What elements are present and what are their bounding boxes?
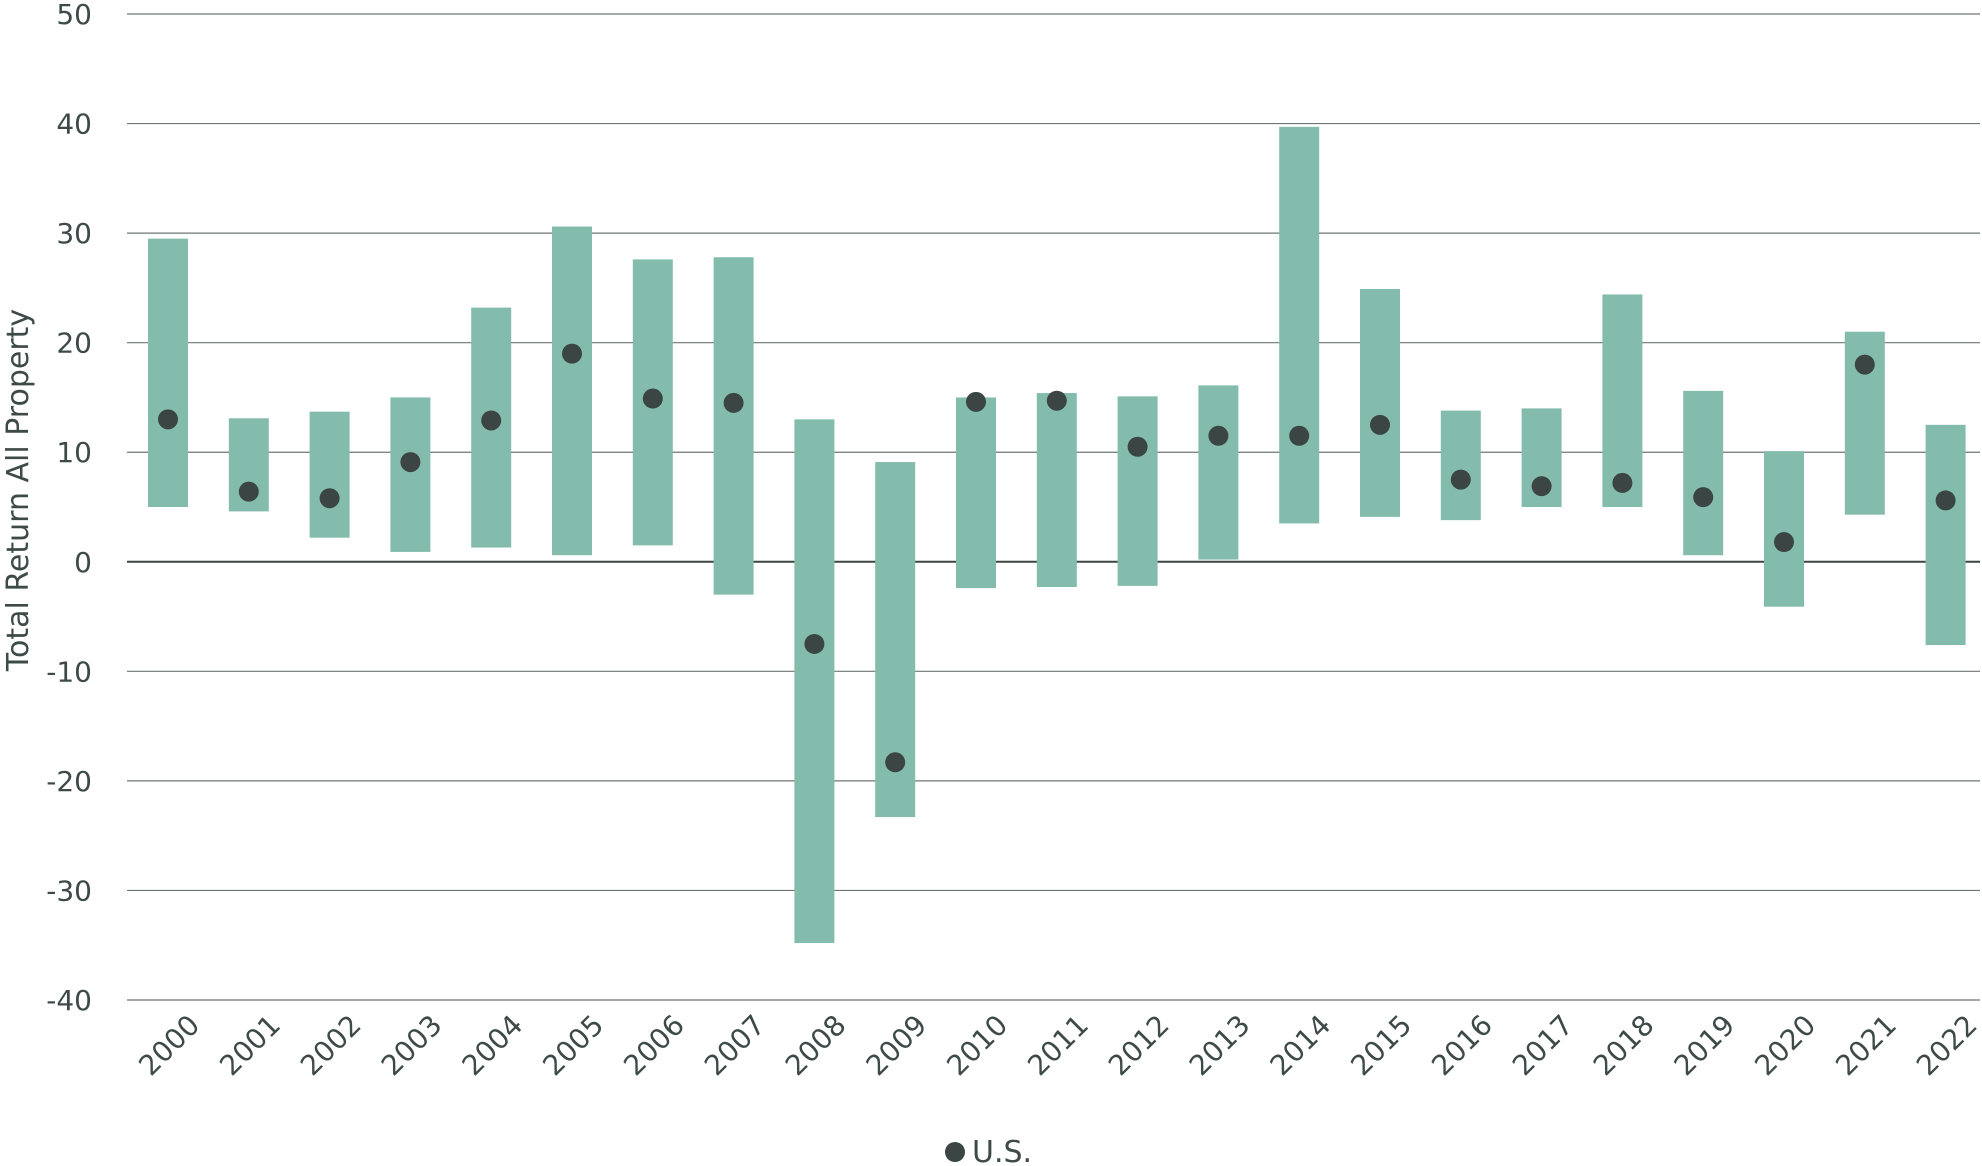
y-tick-label: 10 xyxy=(56,436,92,469)
x-tick-label: 2014 xyxy=(1264,1008,1338,1082)
us-point-2000 xyxy=(158,409,178,430)
range-bar-2000 xyxy=(148,238,188,508)
x-tick-label: 2004 xyxy=(456,1008,530,1082)
range-bar-2003 xyxy=(390,397,431,552)
y-tick-label: 20 xyxy=(56,327,92,360)
range-bar-2022 xyxy=(1925,424,1966,646)
us-point-2022 xyxy=(1935,490,1956,511)
x-tick-label: 2017 xyxy=(1506,1008,1580,1082)
x-tick-label: 2009 xyxy=(860,1008,934,1082)
x-tick-label: 2012 xyxy=(1102,1008,1176,1082)
us-point-2005 xyxy=(562,343,582,364)
range-bar-2016 xyxy=(1440,410,1481,521)
range-bar-2011 xyxy=(1036,393,1077,587)
y-axis-title: Total Return All Property xyxy=(1,309,36,672)
us-point-2001 xyxy=(238,481,259,502)
us-point-2013 xyxy=(1208,425,1229,446)
x-tick-label: 2015 xyxy=(1344,1008,1418,1082)
us-point-2007 xyxy=(723,392,744,413)
y-tick-label: 50 xyxy=(56,0,92,31)
range-bar-2005 xyxy=(552,226,592,556)
range-bar-2020 xyxy=(1764,451,1804,607)
y-tick-label: 30 xyxy=(56,217,92,250)
range-bar-2012 xyxy=(1117,396,1158,586)
y-tick-label: 40 xyxy=(56,108,92,141)
x-tick-label: 2020 xyxy=(1748,1008,1822,1082)
legend: U.S. xyxy=(945,1135,1032,1166)
x-tick-label: 2019 xyxy=(1668,1008,1742,1082)
us-point-2019 xyxy=(1693,487,1714,508)
range-bar-2013 xyxy=(1198,385,1239,560)
y-tick-label: -10 xyxy=(46,655,92,688)
x-tick-label: 2007 xyxy=(698,1008,772,1082)
us-point-2017 xyxy=(1531,476,1552,497)
us-point-2018 xyxy=(1612,472,1633,493)
us-point-2016 xyxy=(1450,469,1471,490)
x-tick-label: 2003 xyxy=(375,1008,449,1082)
range-bar-2008 xyxy=(794,419,835,944)
us-point-2008 xyxy=(804,633,825,654)
us-point-2021 xyxy=(1854,354,1875,375)
x-tick-label: 2011 xyxy=(1021,1008,1095,1082)
range-bars xyxy=(148,126,1966,944)
x-tick-label: 2018 xyxy=(1587,1008,1661,1082)
x-tick-label: 2010 xyxy=(940,1008,1014,1082)
x-tick-label: 2000 xyxy=(132,1008,206,1082)
x-axis-ticks: 2000 2001 2002 2003 2004 2005 2006 2007 2008 2009… xyxy=(132,1008,1982,1082)
us-point-2012 xyxy=(1127,436,1148,457)
range-bar-2010 xyxy=(956,397,996,589)
us-point-2004 xyxy=(481,410,502,431)
y-tick-label: -40 xyxy=(46,984,92,1017)
range-bar-2014 xyxy=(1279,126,1320,524)
legend-label-us: U.S. xyxy=(972,1135,1032,1166)
us-point-2006 xyxy=(642,388,663,409)
x-tick-label: 2013 xyxy=(1183,1008,1257,1082)
us-points xyxy=(158,343,1956,773)
x-tick-label: 2022 xyxy=(1910,1008,1982,1082)
range-bar-2019 xyxy=(1683,390,1724,556)
y-tick-label: -30 xyxy=(46,874,92,907)
y-tick-label: 0 xyxy=(74,546,92,579)
legend-marker-us xyxy=(945,1142,965,1162)
us-point-2015 xyxy=(1370,414,1390,435)
us-point-2014 xyxy=(1289,425,1310,446)
x-tick-label: 2021 xyxy=(1829,1008,1903,1082)
y-tick-label: -20 xyxy=(46,765,92,798)
x-tick-label: 2001 xyxy=(213,1008,287,1082)
us-point-2002 xyxy=(319,488,340,509)
range-bar-2007 xyxy=(713,257,754,595)
x-tick-label: 2006 xyxy=(617,1008,691,1082)
x-tick-label: 2016 xyxy=(1425,1008,1499,1082)
x-tick-label: 2008 xyxy=(779,1008,853,1082)
us-point-2020 xyxy=(1774,532,1794,553)
x-tick-label: 2005 xyxy=(536,1008,610,1082)
us-point-2009 xyxy=(885,752,906,773)
us-point-2003 xyxy=(400,452,421,473)
y-axis-ticks: 50 40 30 20 10 0 -10 -20 -30 -40 xyxy=(46,0,92,1017)
us-point-2010 xyxy=(966,391,986,412)
range-bar-2018 xyxy=(1602,294,1643,507)
x-tick-label: 2002 xyxy=(294,1008,368,1082)
us-point-2011 xyxy=(1046,390,1067,411)
range-bar-2002 xyxy=(309,411,350,538)
range-bar-2015 xyxy=(1360,288,1400,517)
